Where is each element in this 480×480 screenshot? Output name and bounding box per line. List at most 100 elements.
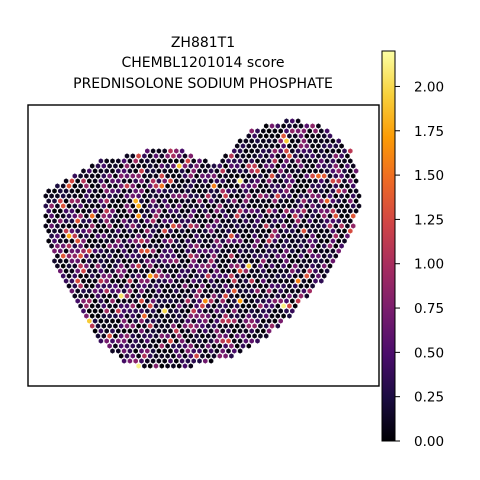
spot bbox=[150, 278, 156, 284]
spot bbox=[321, 233, 327, 239]
spot bbox=[307, 218, 312, 224]
spot bbox=[194, 193, 199, 199]
spot bbox=[295, 198, 301, 204]
spot bbox=[179, 328, 185, 334]
spot bbox=[147, 323, 153, 329]
spot bbox=[81, 218, 86, 224]
spot bbox=[258, 153, 263, 159]
title-line-2: CHEMBL1201014 score bbox=[121, 55, 284, 71]
spot bbox=[194, 263, 199, 269]
spot bbox=[55, 193, 60, 199]
spot bbox=[139, 358, 144, 364]
spot bbox=[295, 178, 301, 184]
spot bbox=[211, 213, 217, 219]
spot bbox=[255, 138, 260, 144]
spot bbox=[66, 223, 72, 229]
spot bbox=[168, 218, 173, 224]
spot bbox=[237, 318, 243, 324]
spot bbox=[89, 313, 95, 319]
spot bbox=[191, 238, 196, 244]
spot bbox=[179, 318, 185, 324]
spot bbox=[356, 203, 362, 209]
spot bbox=[197, 168, 202, 174]
spot bbox=[197, 358, 202, 364]
spot bbox=[246, 233, 252, 239]
spot bbox=[220, 158, 225, 164]
spot bbox=[249, 188, 254, 194]
spot bbox=[258, 143, 263, 149]
spot bbox=[261, 258, 266, 264]
spot bbox=[275, 313, 281, 319]
spot bbox=[107, 223, 112, 229]
spot bbox=[249, 248, 254, 254]
spot bbox=[269, 223, 275, 229]
spot bbox=[153, 333, 159, 339]
spot bbox=[255, 178, 260, 184]
spot bbox=[136, 203, 141, 209]
spot bbox=[339, 243, 344, 249]
spot bbox=[185, 278, 191, 284]
spot bbox=[249, 138, 254, 144]
spot bbox=[63, 278, 69, 284]
spot bbox=[342, 218, 347, 224]
spot bbox=[121, 248, 127, 254]
spot bbox=[353, 188, 359, 194]
spot bbox=[287, 143, 292, 149]
spot bbox=[284, 198, 289, 204]
spot bbox=[92, 248, 98, 254]
spot bbox=[324, 198, 330, 204]
spot bbox=[266, 148, 272, 154]
spot bbox=[275, 223, 281, 229]
spot bbox=[130, 283, 136, 289]
spot bbox=[139, 228, 144, 234]
spot bbox=[295, 298, 301, 304]
spot bbox=[185, 358, 191, 364]
spot bbox=[203, 238, 208, 244]
spot bbox=[121, 188, 127, 194]
spot bbox=[156, 318, 162, 324]
spot bbox=[310, 253, 315, 259]
spot bbox=[87, 258, 92, 264]
spot bbox=[200, 173, 205, 179]
spot bbox=[226, 218, 231, 224]
spot bbox=[217, 233, 223, 239]
spot bbox=[278, 158, 283, 164]
spot bbox=[188, 173, 194, 179]
spot bbox=[316, 163, 321, 169]
spot bbox=[261, 168, 266, 174]
spot bbox=[292, 243, 298, 249]
spot bbox=[348, 188, 353, 194]
spot bbox=[203, 338, 208, 344]
spot bbox=[89, 173, 95, 179]
spot bbox=[43, 223, 49, 229]
spot bbox=[133, 288, 138, 294]
spot bbox=[313, 198, 318, 204]
spot bbox=[107, 273, 112, 279]
spot bbox=[266, 168, 272, 174]
spot bbox=[66, 273, 72, 279]
spot bbox=[232, 318, 237, 324]
spot bbox=[237, 268, 243, 274]
spot bbox=[234, 333, 240, 339]
spot bbox=[174, 298, 179, 304]
spot bbox=[272, 128, 278, 134]
spot bbox=[261, 278, 266, 284]
spot bbox=[147, 333, 153, 339]
spot bbox=[133, 218, 138, 224]
spot bbox=[101, 213, 107, 219]
spot bbox=[263, 263, 269, 269]
spot bbox=[243, 318, 249, 324]
spot bbox=[124, 323, 130, 329]
spot bbox=[104, 338, 109, 344]
spot bbox=[147, 353, 153, 359]
spot bbox=[211, 353, 217, 359]
spot bbox=[168, 358, 173, 364]
spot bbox=[139, 168, 144, 174]
spot bbox=[92, 208, 98, 214]
spot bbox=[211, 183, 217, 189]
spot bbox=[269, 173, 275, 179]
spot bbox=[147, 243, 153, 249]
spot bbox=[226, 308, 231, 314]
spot bbox=[301, 148, 307, 154]
spot bbox=[321, 213, 327, 219]
